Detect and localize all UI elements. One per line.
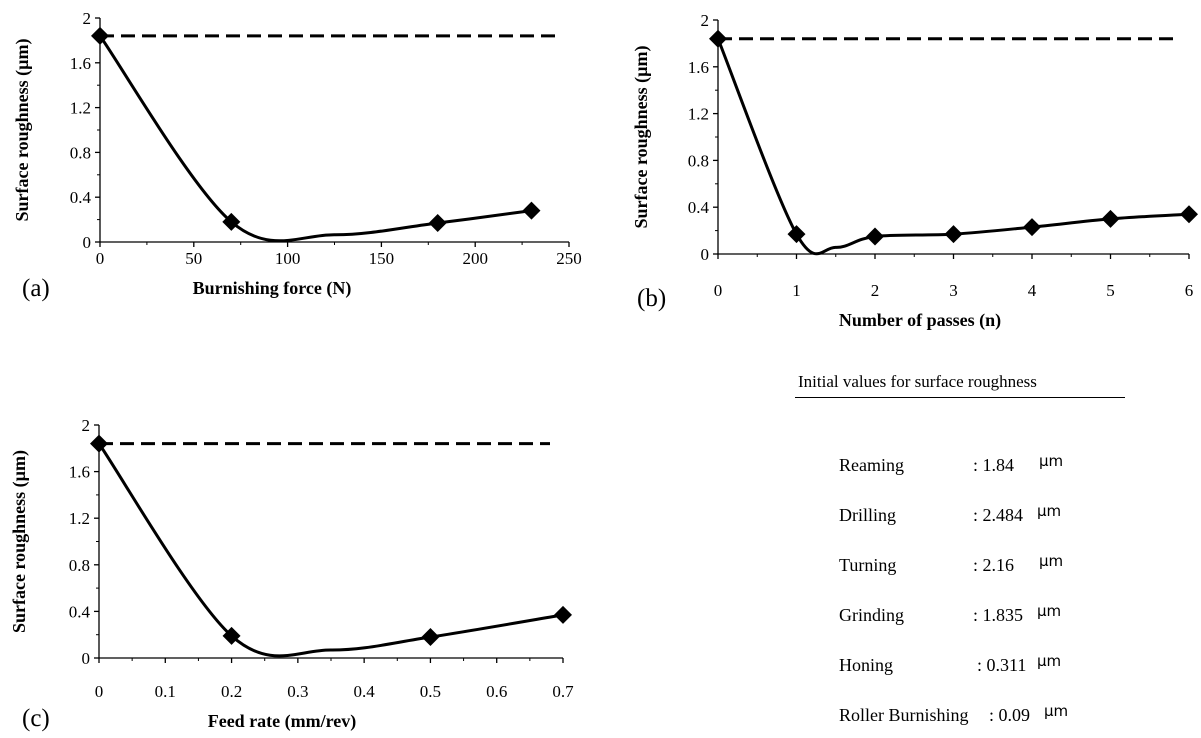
chart-b: 0 0.4 0.8 1.2 1.6 2 0 1 2 3 4 5 6 Number of passes (n… bbox=[631, 11, 1198, 331]
x-tick-label: 0.4 bbox=[354, 682, 376, 701]
x-tick-label: 0.1 bbox=[155, 682, 176, 701]
x-tick-label: 50 bbox=[185, 249, 202, 268]
data-point-marker bbox=[787, 225, 806, 244]
data-point-marker bbox=[222, 212, 241, 231]
y-axis-label: Surface roughness (µm) bbox=[12, 38, 33, 221]
micrometer-unit: µm bbox=[1037, 602, 1062, 620]
y-tick-label: 0.8 bbox=[688, 151, 709, 170]
x-tick-label: 0 bbox=[95, 682, 104, 701]
process-name: Honing bbox=[839, 655, 893, 675]
x-tick-label: 0.6 bbox=[486, 682, 507, 701]
process-name: Reaming bbox=[839, 455, 904, 475]
y-tick-label: 0.8 bbox=[70, 143, 91, 162]
x-tick-label: 0 bbox=[714, 281, 723, 300]
roughness-curve bbox=[716, 38, 1190, 256]
data-point-marker bbox=[428, 213, 447, 232]
process-value: : 2.16 bbox=[973, 555, 1015, 575]
panel-label: (c) bbox=[22, 705, 50, 732]
process-name: Grinding bbox=[839, 605, 904, 625]
y-tick-label: 1.2 bbox=[69, 509, 90, 528]
x-tick-label: 3 bbox=[949, 281, 958, 300]
process-name: Turning bbox=[839, 555, 897, 575]
panel-label: (a) bbox=[22, 275, 50, 302]
x-axis-label: Burnishing force (N) bbox=[193, 278, 352, 299]
data-point-marker bbox=[222, 626, 241, 645]
data-point-marker bbox=[522, 201, 541, 220]
y-tick-label: 1.6 bbox=[688, 58, 709, 77]
y-tick-label: 1.6 bbox=[69, 463, 90, 482]
x-tick-label: 4 bbox=[1028, 281, 1037, 300]
y-tick-label: 2 bbox=[82, 416, 91, 435]
x-tick-label: 200 bbox=[462, 249, 488, 268]
data-point-marker bbox=[90, 434, 108, 453]
micrometer-unit: µm bbox=[1037, 652, 1062, 670]
y-axis-label: Surface roughness (µm) bbox=[9, 450, 30, 633]
x-axis-label: Feed rate (mm/rev) bbox=[208, 711, 357, 732]
process-value: : 2.484 bbox=[973, 505, 1024, 525]
y-tick-label: 0 bbox=[82, 649, 91, 668]
chart-a: 0 0.4 0.8 1.2 1.6 2 0 50 100 150 200 250 Burnishing … bbox=[12, 9, 582, 302]
x-tick-label: 0 bbox=[96, 249, 105, 268]
data-point-marker bbox=[91, 26, 109, 45]
x-tick-label: 2 bbox=[871, 281, 880, 300]
y-tick-label: 1.6 bbox=[70, 54, 91, 73]
data-point-marker bbox=[554, 605, 572, 624]
x-tick-label: 250 bbox=[556, 249, 582, 268]
process-name: Roller Burnishing bbox=[839, 705, 969, 725]
data-point-marker bbox=[866, 227, 884, 246]
y-tick-label: 2 bbox=[83, 9, 92, 28]
initial-value-row-grinding: Grinding : 1.835 µm bbox=[839, 602, 1061, 626]
data-point-marker bbox=[1101, 209, 1120, 228]
roughness-curve bbox=[98, 35, 532, 243]
y-axis-label: Surface roughness (µm) bbox=[631, 45, 652, 228]
x-tick-label: 0.7 bbox=[552, 682, 574, 701]
x-tick-label: 1 bbox=[792, 281, 801, 300]
x-tick-label: 5 bbox=[1106, 281, 1115, 300]
x-tick-label: 6 bbox=[1185, 281, 1194, 300]
y-tick-label: 0.4 bbox=[688, 198, 710, 217]
roughness-curve bbox=[97, 442, 564, 658]
micrometer-unit: µm bbox=[1037, 502, 1062, 520]
x-tick-label: 100 bbox=[275, 249, 301, 268]
panel-label: (b) bbox=[637, 285, 666, 312]
data-point-marker bbox=[709, 29, 727, 48]
initial-value-row-turning: Turning : 2.16 µm bbox=[839, 552, 1063, 576]
process-value: : 1.835 bbox=[973, 605, 1024, 625]
initial-value-row-drilling: Drilling : 2.484 µm bbox=[839, 502, 1061, 526]
micrometer-unit: µm bbox=[1039, 552, 1064, 570]
process-value: : 1.84 bbox=[973, 455, 1015, 475]
y-tick-label: 0 bbox=[701, 245, 710, 264]
y-tick-label: 0.4 bbox=[70, 188, 92, 207]
micrometer-unit: µm bbox=[1044, 702, 1069, 720]
data-point-marker bbox=[1023, 218, 1041, 237]
process-value: : 0.09 bbox=[989, 705, 1031, 725]
micrometer-unit: µm bbox=[1039, 452, 1064, 470]
initial-value-row-roller-burnishing: Roller Burnishing : 0.09 µm bbox=[839, 702, 1068, 726]
y-tick-label: 2 bbox=[701, 11, 710, 30]
y-tick-label: 0 bbox=[83, 233, 92, 252]
data-point-marker bbox=[944, 225, 963, 244]
initial-values-table: Initial values for surface roughness Rea… bbox=[795, 372, 1125, 725]
x-tick-label: 0.5 bbox=[420, 682, 441, 701]
data-point-marker bbox=[421, 628, 440, 647]
initial-value-row-reaming: Reaming : 1.84 µm bbox=[839, 452, 1063, 476]
x-axis-label: Number of passes (n) bbox=[839, 310, 1001, 331]
initial-values-title: Initial values for surface roughness bbox=[795, 372, 1125, 398]
process-name: Drilling bbox=[839, 505, 896, 525]
y-tick-label: 1.2 bbox=[70, 99, 91, 118]
x-tick-label: 150 bbox=[369, 249, 395, 268]
y-tick-label: 1.2 bbox=[688, 105, 709, 124]
process-value: : 0.311 bbox=[977, 655, 1027, 675]
data-point-marker bbox=[1180, 205, 1198, 224]
chart-c: 0 0.4 0.8 1.2 1.6 2 0 0.1 0.2 0.3 0.4 0.5 0.6 0.7 Feed… bbox=[9, 416, 574, 732]
x-tick-label: 0.3 bbox=[287, 682, 308, 701]
initial-value-row-honing: Honing : 0.311 µm bbox=[839, 652, 1061, 676]
x-tick-label: 0.2 bbox=[221, 682, 242, 701]
y-tick-label: 0.8 bbox=[69, 556, 90, 575]
y-tick-label: 0.4 bbox=[69, 602, 91, 621]
